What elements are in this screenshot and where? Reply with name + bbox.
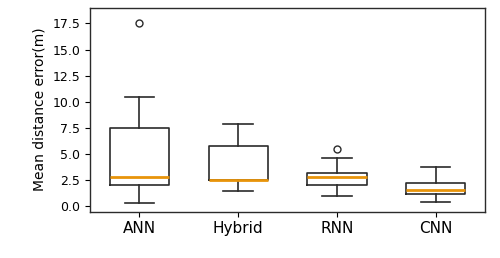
Y-axis label: Mean distance error(m): Mean distance error(m) — [33, 28, 47, 191]
